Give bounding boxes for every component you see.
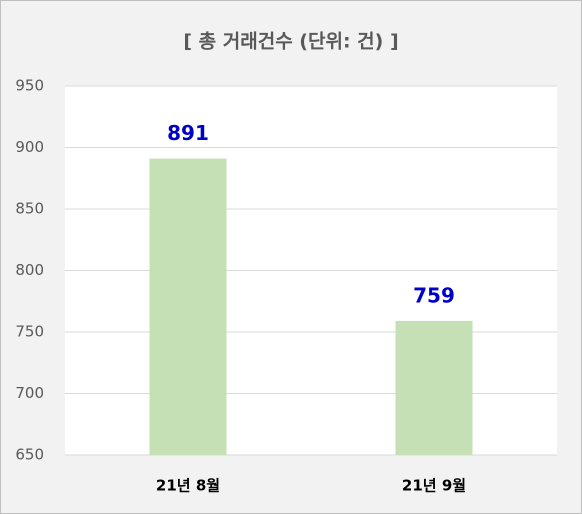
x-tick-label: 21년 9월 <box>402 477 466 495</box>
bar <box>149 158 227 455</box>
y-tick-label: 650 <box>15 446 44 464</box>
value-label: 759 <box>413 283 455 307</box>
y-tick-label: 950 <box>15 77 44 95</box>
x-tick-label: 21년 8월 <box>156 477 220 495</box>
y-tick-label: 700 <box>15 384 44 402</box>
chart-title: [ 총 거래건수 (단위: 건) ] <box>183 31 398 53</box>
y-tick-label: 750 <box>15 323 44 341</box>
y-tick-label: 800 <box>15 261 44 279</box>
y-tick-label: 900 <box>15 138 44 156</box>
y-tick-label: 850 <box>15 200 44 218</box>
bar <box>395 320 473 455</box>
value-label: 891 <box>167 121 209 145</box>
